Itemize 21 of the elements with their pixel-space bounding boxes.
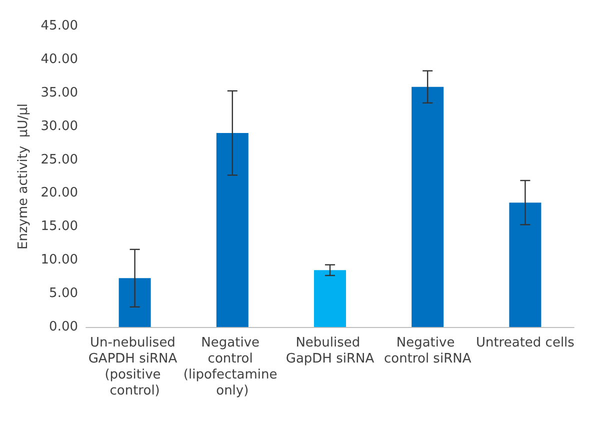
bar bbox=[216, 133, 248, 327]
x-tick-label: Untreated cells bbox=[476, 336, 575, 350]
y-tick-label: 45.00 bbox=[40, 18, 78, 34]
y-tick-label: 5.00 bbox=[49, 286, 78, 302]
x-tick-label: Negative control (lipofectamine only) bbox=[183, 336, 282, 398]
y-tick-label: 0.00 bbox=[49, 320, 78, 334]
y-tick-label: 35.00 bbox=[40, 85, 78, 100]
bar bbox=[509, 202, 542, 327]
y-axis-title: Enzyme activity µU/µl bbox=[16, 104, 31, 250]
x-tick-label: Un-nebulised GAPDH siRNA (positive control) bbox=[88, 336, 182, 398]
x-tick-label: Nebulised GapDH siRNA bbox=[286, 336, 374, 366]
bar bbox=[314, 270, 346, 327]
y-tick-label: 15.00 bbox=[40, 219, 78, 234]
bar bbox=[412, 86, 444, 327]
y-tick-label: 25.00 bbox=[40, 152, 78, 168]
y-tick-label: 30.00 bbox=[40, 118, 78, 134]
y-tick-label: 40.00 bbox=[40, 52, 78, 67]
y-tick-label: 10.00 bbox=[40, 252, 78, 268]
y-tick-label: 20.00 bbox=[40, 186, 78, 201]
x-tick-label: Negative control siRNA bbox=[384, 336, 472, 366]
bar bbox=[118, 278, 151, 327]
